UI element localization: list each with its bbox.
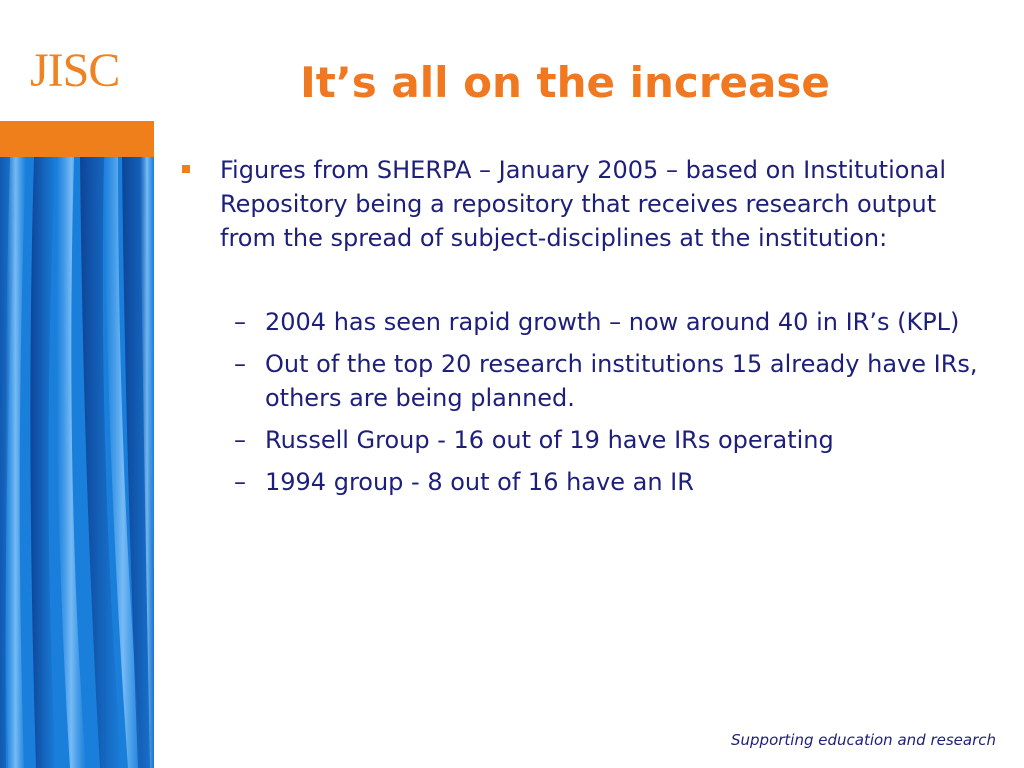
slide-title: It’s all on the increase: [300, 58, 830, 107]
sub-bullet-item: – 2004 has seen rapid growth – now aroun…: [234, 305, 998, 339]
logo-area: JISC: [0, 0, 154, 121]
dash-bullet: –: [234, 308, 246, 336]
main-bullet-text: Figures from SHERPA – January 2005 – bas…: [220, 156, 947, 252]
sub-bullet-item: – Out of the top 20 research institution…: [234, 347, 998, 415]
dash-bullet: –: [234, 350, 246, 378]
decorative-stripes: [0, 157, 154, 768]
sub-bullet-text: 1994 group - 8 out of 16 have an IR: [265, 468, 694, 496]
sub-bullet-text: 2004 has seen rapid growth – now around …: [265, 308, 960, 336]
dash-bullet: –: [234, 468, 246, 496]
orange-accent-strip: [0, 121, 154, 157]
main-bullet: Figures from SHERPA – January 2005 – bas…: [178, 153, 998, 255]
sub-bullet-item: – 1994 group - 8 out of 16 have an IR: [234, 465, 998, 499]
jisc-logo: JISC: [30, 44, 120, 97]
dash-bullet: –: [234, 426, 246, 454]
sub-bullet-item: – Russell Group - 16 out of 19 have IRs …: [234, 423, 998, 457]
decorative-blue-panel: [0, 157, 154, 768]
footer-tagline: Supporting education and research: [731, 731, 996, 749]
sub-bullet-list: – 2004 has seen rapid growth – now aroun…: [178, 305, 998, 499]
square-bullet-icon: [182, 165, 190, 173]
sub-bullet-text: Out of the top 20 research institutions …: [265, 350, 978, 412]
sub-bullet-text: Russell Group - 16 out of 19 have IRs op…: [265, 426, 834, 454]
slide-body: Figures from SHERPA – January 2005 – bas…: [178, 153, 998, 507]
